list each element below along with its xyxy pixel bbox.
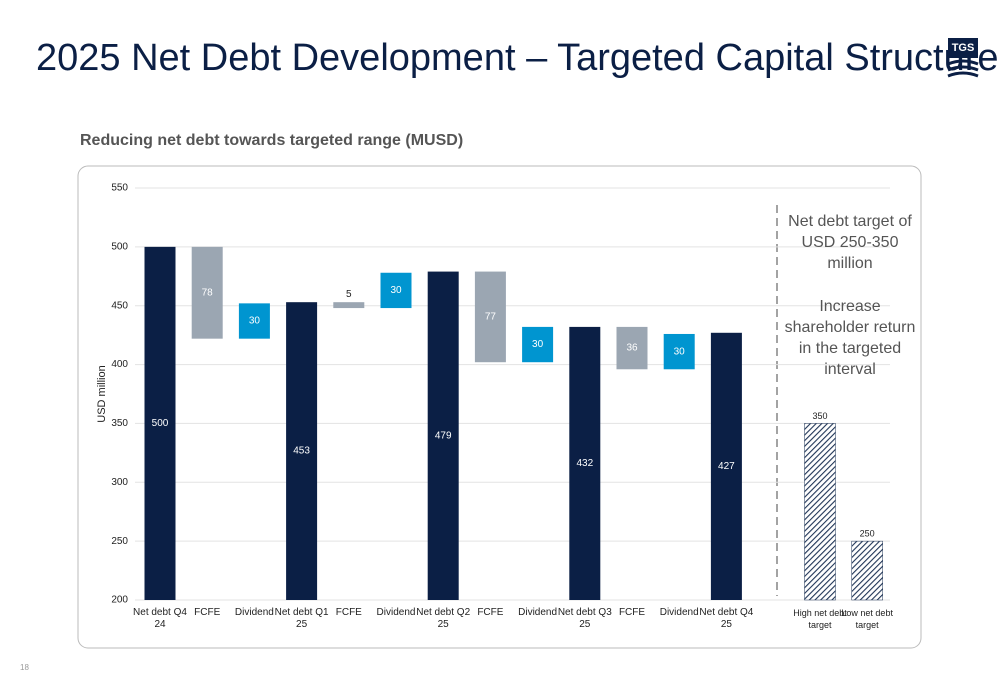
bar (616, 326, 648, 370)
x-tick-label: Dividend (376, 607, 416, 618)
x-tick-label: FCFE (194, 607, 221, 618)
value-label: 77 (485, 312, 497, 323)
x-tick-label: High net debt target (793, 608, 847, 630)
y-axis-label: USD million (96, 365, 108, 422)
bar (663, 333, 695, 370)
x-tick-label: Net debt Q3 25 (557, 607, 612, 630)
value-label: 427 (718, 461, 735, 472)
y-tick-label: 500 (111, 241, 128, 252)
bar (144, 246, 176, 600)
chart-frame (77, 165, 922, 649)
logo-text: TGS (952, 42, 975, 54)
y-tick-label: 550 (111, 183, 128, 194)
y-tick-label: 400 (111, 359, 128, 370)
page-number: 18 (20, 663, 29, 672)
value-label: 36 (626, 343, 638, 354)
bar (238, 303, 270, 339)
value-label: 30 (674, 346, 686, 357)
x-tick-label: Dividend (234, 607, 274, 618)
annotation: Increase shareholder return in the targe… (784, 298, 916, 378)
x-tick-label: Net debt Q2 25 (416, 607, 471, 630)
target-bar (851, 540, 883, 601)
x-tick-label: Net debt Q4 24 (133, 607, 187, 630)
value-label: 250 (860, 529, 875, 539)
page-title: 2025 Net Debt Development – Targeted Cap… (36, 37, 999, 79)
x-tick-label: FCFE (335, 607, 362, 618)
target-bar (804, 423, 836, 601)
value-label: 5 (346, 289, 352, 300)
bar (522, 326, 554, 363)
annotation: Net debt target of USD 250-350 million (788, 213, 912, 272)
value-label: 500 (152, 418, 169, 429)
value-label: 432 (576, 458, 593, 469)
bar (710, 332, 742, 600)
bar (569, 326, 601, 600)
y-tick-label: 200 (111, 595, 128, 606)
bar (474, 271, 506, 363)
value-label: 78 (202, 287, 214, 298)
value-label: 30 (390, 285, 402, 296)
x-tick-label: Net debt Q1 25 (274, 607, 329, 630)
x-tick-label: Low net debt target (841, 608, 893, 630)
value-label: 30 (249, 316, 261, 327)
x-tick-label: FCFE (618, 607, 646, 618)
x-tick-label: Dividend (659, 607, 699, 618)
value-label: 453 (293, 446, 310, 457)
x-tick-label: Dividend (518, 607, 558, 618)
y-tick-label: 350 (111, 418, 128, 429)
bar (333, 302, 365, 309)
bar (286, 302, 318, 600)
x-tick-label: Net debt Q4 25 (699, 607, 754, 630)
y-tick-label: 450 (111, 300, 128, 311)
bar (191, 246, 223, 339)
bar (380, 272, 412, 309)
y-tick-label: 250 (111, 536, 128, 547)
logo: TGS (947, 38, 979, 78)
chart-title: Reducing net debt towards targeted range… (80, 132, 463, 149)
bar (427, 271, 459, 600)
value-label: 30 (532, 339, 544, 350)
x-tick-label: FCFE (477, 607, 504, 618)
value-label: 479 (435, 430, 452, 441)
y-tick-label: 300 (111, 477, 128, 488)
value-label: 350 (812, 411, 827, 421)
